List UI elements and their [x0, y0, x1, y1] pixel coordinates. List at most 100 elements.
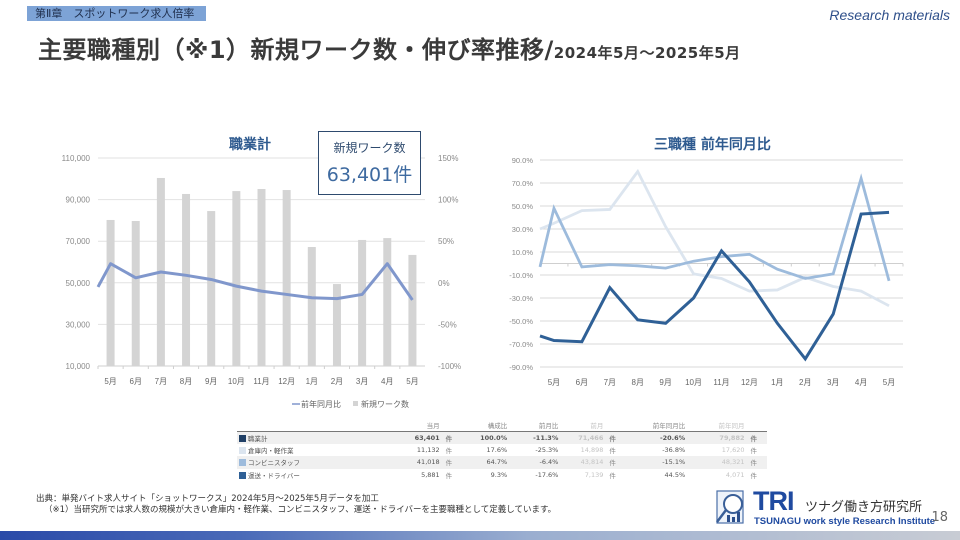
table-row: コンビニスタッフ 41,018 件 64.7% -6.4% 43,814 件 -15.1% 48…	[237, 456, 767, 469]
cell-mom: -6.4%	[511, 456, 563, 469]
cell-share: 64.7%	[462, 456, 512, 469]
row-label: コンビニスタッフ	[248, 459, 300, 468]
th-name	[237, 419, 391, 432]
legend-swatch	[239, 446, 246, 454]
th-share: 構成比	[462, 419, 512, 432]
th-mom: 前月比	[511, 419, 563, 432]
logo-en: TSUNAGU work style Research Institute	[754, 516, 936, 527]
x-tick-label: 12月	[278, 377, 295, 386]
y-tick-label: 70,000	[66, 237, 91, 246]
cell-prev-month: 7,139	[584, 470, 604, 479]
cell-mom: -17.6%	[535, 470, 559, 479]
x-tick-label: 1月	[771, 378, 783, 387]
cell-prev-year: 79,882	[689, 431, 749, 444]
page-title: 主要職種別（※1）新規ワーク数・伸び率推移/2024年5月～2025年5月	[38, 30, 741, 65]
bar-new-works	[207, 211, 216, 366]
y2-tick-label: 50%	[438, 237, 454, 246]
table-row: 倉庫内・軽作業 11,132 件 17.6% -25.3% 14,898 件 -36.8% 17…	[237, 444, 767, 457]
th-prev-year: 前年同月	[689, 419, 749, 432]
bar-new-works	[332, 284, 341, 366]
cell-current: 11,132	[416, 445, 440, 454]
cell-mom: -11.3%	[511, 431, 563, 444]
x-tick-label: 5月	[104, 377, 116, 386]
source-note: 出典：単発バイト求人サイト「ショットワークス」2024年5月～2025年5月デー…	[36, 494, 379, 504]
th-current: 当月	[390, 419, 444, 432]
cell-prev-month: 43,814	[562, 456, 608, 469]
legend-yoy: 前年同月比	[301, 399, 341, 409]
y-tick-label: 50.0%	[512, 202, 534, 211]
page-title-period: 2024年5月～2025年5月	[553, 44, 741, 62]
bar-new-works	[307, 247, 316, 366]
page-number: 18	[931, 510, 948, 525]
legend-swatch	[239, 434, 246, 442]
cell-unit: 件	[748, 431, 767, 444]
cell-unit: 件	[748, 456, 767, 469]
bar-new-works	[408, 254, 417, 366]
x-tick-label: 3月	[827, 378, 839, 387]
kpi-value: 63,401件	[326, 164, 413, 186]
row-name: 倉庫内・軽作業	[237, 444, 390, 457]
x-tick-label: 6月	[130, 377, 142, 386]
x-tick-label: 1月	[306, 377, 318, 386]
cell-prev-month: 14,898	[580, 445, 604, 454]
y-tick-label: -10.0%	[509, 271, 533, 280]
bar-new-works	[182, 193, 191, 366]
logo-jp: ツナグ働き方研究所	[805, 500, 923, 515]
y-tick-label: -90.0%	[509, 363, 533, 372]
right-chart-title: 三職種 前年同月比	[654, 137, 771, 153]
line-driver	[539, 210, 890, 362]
x-tick-label: 12月	[741, 378, 758, 387]
th-yoy: 前年同月比	[625, 419, 690, 432]
cell-unit: 件	[609, 446, 616, 455]
chapter-tag: 第Ⅱ章 スポットワーク求人倍率	[27, 6, 207, 21]
x-tick-label: 5月	[883, 378, 895, 387]
cell-unit: 件	[443, 431, 463, 444]
x-tick-label: 3月	[356, 377, 368, 386]
legend-swatch	[239, 471, 246, 479]
cell-unit: 件	[750, 471, 758, 480]
cell-share: 9.3%	[490, 470, 508, 479]
line-warehouse	[539, 168, 890, 308]
cell-unit: 件	[445, 446, 453, 455]
bar-new-works	[282, 190, 291, 366]
y-tick-label: 30.0%	[512, 225, 534, 234]
cell-prev-month: 71,466	[562, 431, 608, 444]
definition-note: （※1）当研究所では求人数の規模が大きい倉庫内・軽作業、コンビニスタッフ、運送・…	[44, 504, 557, 515]
cell-unit: 件	[750, 446, 758, 455]
line-yoy	[96, 262, 414, 301]
x-tick-label: 10月	[228, 377, 245, 386]
row-label: 倉庫内・軽作業	[248, 446, 294, 455]
x-tick-label: 5月	[406, 377, 418, 386]
cell-share: 100.0%	[462, 431, 512, 444]
cell-current: 63,401	[390, 431, 444, 444]
row-name: コンビニスタッフ	[237, 456, 391, 469]
legend-new-works: 新規ワーク数	[361, 399, 409, 409]
row-name: 職業計	[237, 431, 391, 444]
bottom-decor-bar	[0, 531, 960, 540]
summary-table: 当月 構成比 前月比 前月 前年同月比 前年同月 職業計 63,401 件 100.0…	[237, 419, 767, 481]
bar-new-works	[106, 219, 115, 366]
x-tick-label: 2月	[331, 377, 343, 386]
row-name: 運送・ドライバー	[237, 469, 390, 482]
cell-prev-year: 48,321	[689, 456, 749, 469]
y-tick-label: -30.0%	[509, 294, 533, 303]
magnifier-chart-icon	[716, 490, 744, 524]
y2-tick-label: 0%	[438, 279, 450, 288]
tri-logo: TRI ツナグ働き方研究所 TSUNAGU work style Researc…	[713, 486, 935, 528]
y-tick-label: 50,000	[66, 279, 91, 288]
legend-bar-swatch	[353, 401, 358, 406]
cell-yoy: -15.1%	[625, 456, 690, 469]
line-convenience	[538, 173, 891, 282]
cell-unit: 件	[443, 456, 463, 469]
cell-unit: 件	[607, 456, 626, 469]
y-tick-label: 110,000	[62, 154, 91, 163]
x-tick-label: 2月	[799, 378, 811, 387]
th-unit	[443, 419, 463, 432]
bar-new-works	[257, 188, 266, 366]
x-tick-label: 9月	[659, 378, 671, 387]
left-chart-title: 職業計	[229, 137, 271, 153]
cell-prev-year: 4,071	[725, 470, 745, 479]
y2-tick-label: -50%	[438, 320, 457, 329]
cell-current: 41,018	[390, 456, 444, 469]
table-header: 当月 構成比 前月比 前月 前年同月比 前年同月	[237, 419, 767, 432]
